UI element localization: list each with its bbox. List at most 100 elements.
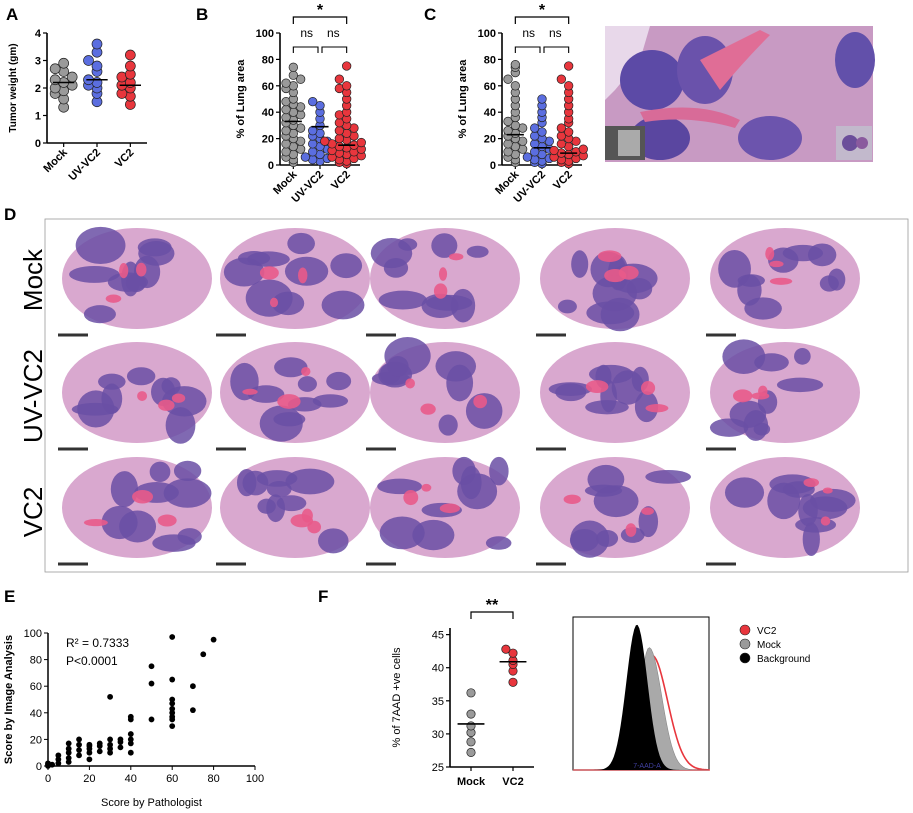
y-axis-label: % of Lung area xyxy=(457,59,469,139)
vessel xyxy=(438,267,448,281)
vessel xyxy=(822,487,833,494)
data-point xyxy=(564,81,574,91)
x-tick-label: 100 xyxy=(246,773,264,785)
data-point xyxy=(308,147,318,157)
data-point xyxy=(169,696,176,703)
legend-marker xyxy=(739,652,751,664)
y-tick-label: 80 xyxy=(30,655,42,667)
ns-bracket xyxy=(321,46,348,53)
y-tick-label: 100 xyxy=(256,28,274,40)
data-point xyxy=(127,740,134,747)
y-tick-label: 40 xyxy=(30,708,42,720)
legend-label: VC2 xyxy=(757,626,777,637)
tumor-nodule xyxy=(379,516,425,550)
data-point xyxy=(549,145,559,156)
tumor-nodule xyxy=(489,456,509,486)
vessel xyxy=(301,366,311,376)
vessel xyxy=(765,246,775,261)
data-point xyxy=(169,705,176,712)
data-point xyxy=(86,749,93,756)
y-tick-label: 30 xyxy=(432,729,444,741)
tumor-nodule xyxy=(438,414,458,436)
significance-bracket xyxy=(292,16,348,24)
vessel xyxy=(405,378,415,389)
panel-letter-c: C xyxy=(424,5,436,24)
x-tick-label: Mock xyxy=(41,146,70,175)
data-point xyxy=(83,55,94,66)
data-point xyxy=(281,112,291,123)
data-point xyxy=(65,749,72,756)
x-axis-label: Score by Pathologist xyxy=(101,797,202,809)
panel-f-chart: 25 30 35 40 45 % of 7AAD +ve cells Mock VC2 ** xyxy=(391,597,534,788)
data-point xyxy=(210,636,217,643)
data-point xyxy=(281,139,291,149)
tumor-nodule xyxy=(138,241,175,266)
data-point xyxy=(148,716,155,723)
data-point xyxy=(295,74,306,84)
legend-marker xyxy=(739,638,751,650)
legend-marker xyxy=(739,624,751,636)
legend-label: Mock xyxy=(757,640,782,651)
data-point xyxy=(522,152,533,162)
significance-label: * xyxy=(539,2,546,19)
data-point xyxy=(578,144,588,154)
vessel xyxy=(277,394,301,409)
panel-letter-a: A xyxy=(6,5,18,24)
vessel xyxy=(242,388,258,395)
y-tick-label: 0 xyxy=(268,160,274,172)
tumor-nodule xyxy=(257,498,276,514)
panel-e-chart: 0 20 40 60 80 100 0 20 40 60 80 100 Score by Image A… xyxy=(3,628,264,809)
tumor-nodule xyxy=(247,251,290,267)
data-point xyxy=(76,736,82,743)
tissue-section xyxy=(220,342,370,443)
ns-label: ns xyxy=(522,26,535,40)
data-point xyxy=(356,137,366,148)
vessel xyxy=(641,507,654,515)
data-point xyxy=(466,737,476,747)
y-tick-label: 1 xyxy=(35,111,41,123)
vessel xyxy=(732,389,753,403)
row-label-uv-vc2: UV-VC2 xyxy=(18,349,48,443)
tumor-nodule xyxy=(101,505,138,540)
vessel xyxy=(803,478,820,487)
data-point xyxy=(66,71,78,83)
y-tick-label: 25 xyxy=(432,762,444,774)
tumor-nodule xyxy=(107,272,149,292)
data-point xyxy=(503,139,513,149)
vessel xyxy=(403,490,419,506)
data-point xyxy=(76,741,82,748)
tumor-nodule xyxy=(753,422,771,436)
vessel xyxy=(290,514,314,528)
tumor-nodule xyxy=(163,478,212,508)
vessel xyxy=(769,260,784,268)
x-tick-label: 20 xyxy=(83,773,95,785)
x-tick-label: 60 xyxy=(166,773,178,785)
data-point xyxy=(530,123,540,133)
y-tick-label: 80 xyxy=(262,54,274,66)
ns-label: ns xyxy=(300,26,313,40)
tumor-nodule xyxy=(600,297,640,332)
tumor-nodule xyxy=(571,250,589,278)
data-point xyxy=(308,139,318,149)
tumor-nodule xyxy=(273,412,306,427)
data-point xyxy=(107,749,113,756)
data-point xyxy=(342,81,352,91)
data-point xyxy=(169,709,176,716)
y-tick-label: 0 xyxy=(490,160,496,172)
vessel xyxy=(433,283,448,299)
tumor-nodule xyxy=(236,468,257,497)
vessel xyxy=(158,399,175,411)
data-point xyxy=(556,74,567,84)
data-point xyxy=(510,60,520,70)
data-point xyxy=(466,709,476,719)
data-point xyxy=(107,693,113,700)
tumor-nodule xyxy=(709,418,749,437)
tumor-nodule xyxy=(548,382,592,396)
data-point xyxy=(503,74,513,84)
tumor-nodule xyxy=(318,528,349,554)
vessel xyxy=(105,294,122,303)
y-tick-label: 20 xyxy=(262,134,274,146)
data-point xyxy=(200,651,207,658)
ns-label: ns xyxy=(327,26,340,40)
